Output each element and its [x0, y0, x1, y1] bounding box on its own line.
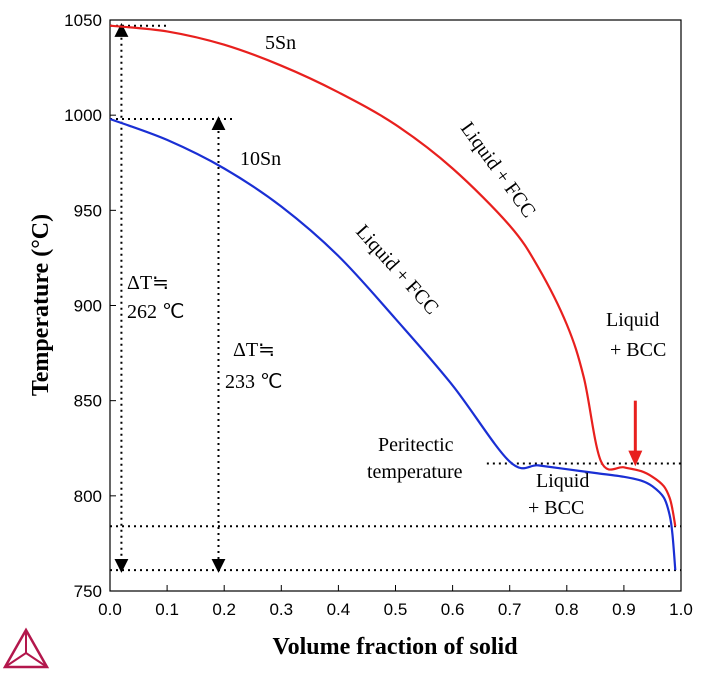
x-axis-title: Volume fraction of solid — [272, 634, 518, 660]
x-tick-label: 0.4 — [327, 600, 351, 619]
label-liquid-bcc-top-1: Liquid — [606, 309, 659, 331]
label-liquid-fcc-blue: Liquid + FCC — [351, 221, 443, 319]
y-tick-label: 850 — [74, 392, 102, 411]
axis-ticks: 0.0 0.1 0.2 0.3 0.4 0.5 0.6 0.7 0.8 0.9 1.0 750 800 8… — [64, 11, 693, 619]
label-dt2-line2: 233 ℃ — [225, 371, 282, 393]
reference-lines — [110, 22, 681, 573]
series-layer — [109, 24, 677, 571]
y-tick-label: 900 — [74, 297, 102, 316]
label-dt1-line1: ΔT≒ — [127, 272, 169, 294]
x-tick-label: 0.0 — [98, 600, 122, 619]
y-tick-label: 950 — [74, 201, 102, 220]
label-liquid-bcc-low-1: Liquid — [536, 470, 589, 492]
label-dt2-line1: ΔT≒ — [233, 339, 275, 361]
triangle-logo — [2, 627, 50, 669]
x-tick-label: 0.1 — [155, 600, 179, 619]
x-tick-label: 0.3 — [269, 600, 293, 619]
x-tick-label: 0.2 — [212, 600, 236, 619]
y-tick-label: 1000 — [64, 106, 102, 125]
label-5sn: 5Sn — [265, 32, 296, 54]
x-tick-label: 1.0 — [669, 600, 693, 619]
y-tick-label: 750 — [74, 582, 102, 601]
label-liquid-fcc-red: Liquid + FCC — [456, 118, 540, 222]
x-tick-label: 0.6 — [441, 600, 465, 619]
label-dt1-line2: 262 ℃ — [127, 301, 184, 323]
label-peritectic-2: temperature — [367, 461, 463, 483]
x-tick-label: 0.7 — [498, 600, 522, 619]
label-liquid-bcc-top-2: + BCC — [610, 339, 666, 361]
series-line-5sn — [109, 24, 677, 527]
y-tick-label: 800 — [74, 487, 102, 506]
label-liquid-bcc-low-2: + BCC — [528, 497, 584, 519]
series-line-10sn — [109, 117, 677, 571]
label-peritectic-1: Peritectic — [378, 434, 454, 456]
y-axis-title: Temperature (°C) — [28, 214, 54, 396]
label-10sn: 10Sn — [240, 148, 281, 170]
x-tick-label: 0.8 — [555, 600, 579, 619]
x-tick-label: 0.5 — [384, 600, 408, 619]
y-tick-label: 1050 — [64, 11, 102, 30]
plot-frame — [109, 19, 682, 592]
x-tick-label: 0.9 — [612, 600, 636, 619]
bcc-arrow-head — [628, 450, 643, 467]
